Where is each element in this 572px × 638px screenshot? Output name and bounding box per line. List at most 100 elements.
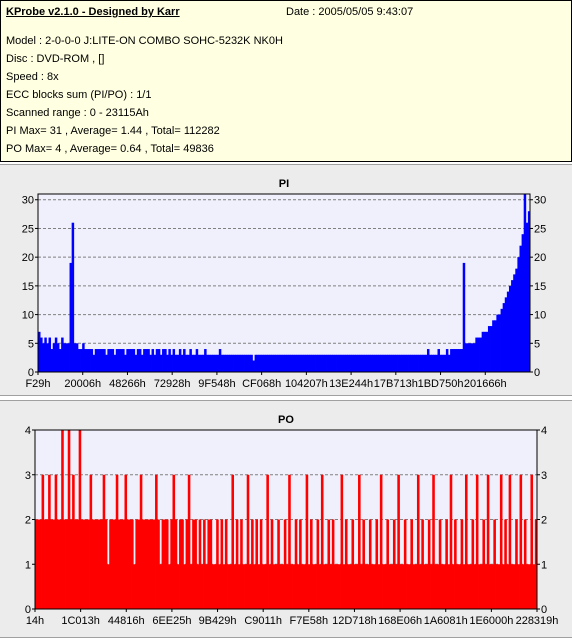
pi-bar bbox=[170, 354, 173, 372]
po-bar bbox=[510, 564, 514, 609]
po-bar bbox=[447, 564, 451, 609]
po-bar bbox=[371, 564, 374, 609]
pi-bar bbox=[258, 354, 262, 372]
pi-bar bbox=[490, 326, 493, 372]
po-bar bbox=[488, 564, 492, 609]
po-bar bbox=[456, 564, 459, 609]
pi-bar bbox=[180, 354, 184, 372]
pi-bar bbox=[214, 354, 218, 372]
po-bar bbox=[390, 564, 394, 609]
pi-bar bbox=[98, 349, 102, 372]
pi-bar bbox=[269, 354, 272, 372]
po-bar bbox=[131, 519, 134, 609]
pi-bar bbox=[450, 349, 453, 372]
po-bar bbox=[388, 564, 392, 609]
po-bar bbox=[61, 430, 64, 609]
pi-bar bbox=[162, 349, 165, 372]
po-bar bbox=[152, 519, 156, 609]
pi-bar bbox=[523, 194, 527, 372]
po-bar bbox=[310, 519, 313, 609]
po-bar bbox=[384, 564, 387, 609]
pi-ytick-right: 5 bbox=[534, 338, 540, 350]
pi-bar bbox=[191, 354, 194, 372]
po-bar bbox=[290, 564, 293, 609]
po-bar bbox=[454, 519, 457, 609]
pi-bar bbox=[44, 337, 47, 372]
po-bar bbox=[331, 519, 335, 609]
po-bar bbox=[181, 519, 184, 609]
po-bar bbox=[133, 564, 136, 609]
po-bar bbox=[362, 519, 365, 609]
po-bar bbox=[266, 474, 269, 609]
pi-bar bbox=[487, 326, 491, 372]
pi-bar bbox=[319, 354, 323, 372]
po-bar bbox=[253, 564, 256, 609]
po-bar bbox=[436, 564, 440, 609]
pi-bar bbox=[393, 354, 396, 372]
pi-bar bbox=[330, 354, 333, 372]
po-bar bbox=[325, 564, 328, 609]
pi-chart-title: PI bbox=[279, 178, 289, 190]
po-bar bbox=[401, 564, 405, 609]
pi-bar bbox=[382, 354, 386, 372]
po-bar bbox=[115, 474, 119, 609]
pi-bar bbox=[469, 343, 472, 372]
po-bar bbox=[218, 564, 221, 609]
po-bar bbox=[395, 564, 398, 609]
po-bar bbox=[506, 564, 510, 609]
pi-bar bbox=[326, 354, 329, 372]
pi-bar bbox=[313, 354, 316, 372]
pi-bar bbox=[101, 349, 104, 372]
po-xtick-label: 1C013h bbox=[61, 615, 100, 627]
pi-bar bbox=[65, 343, 68, 372]
po-plot-frame bbox=[34, 429, 538, 610]
pi-bar bbox=[405, 354, 409, 372]
pi-bar bbox=[376, 354, 380, 372]
po-bar bbox=[83, 519, 86, 609]
po-bar bbox=[237, 564, 241, 609]
po-chart-title: PO bbox=[278, 414, 294, 426]
pi-bar bbox=[305, 354, 308, 372]
po-bar bbox=[56, 519, 60, 609]
pi-bar bbox=[353, 354, 356, 372]
pi-ytick-left: 25 bbox=[22, 223, 34, 235]
po-ytick-left: 4 bbox=[25, 425, 31, 437]
pi-bar bbox=[513, 274, 516, 372]
model-line: Model : 2-0-0-0 J:LITE-ON COMBO SOHC-523… bbox=[6, 35, 283, 47]
po-bar bbox=[54, 474, 58, 609]
pi-ytick-right: 0 bbox=[534, 367, 540, 379]
pi-bar bbox=[185, 354, 188, 372]
po-bar bbox=[323, 564, 326, 609]
pi-bar bbox=[414, 354, 417, 372]
po-bar bbox=[128, 519, 132, 609]
po-bar bbox=[458, 564, 462, 609]
po-bar bbox=[205, 564, 208, 609]
pi-bar bbox=[256, 354, 260, 372]
pi-bar bbox=[164, 349, 167, 372]
pi-bar bbox=[408, 354, 411, 372]
po-bar bbox=[246, 474, 250, 609]
pi-bar bbox=[370, 354, 373, 372]
pi-bar bbox=[117, 349, 121, 372]
pi-bar bbox=[471, 343, 474, 372]
pi-bar bbox=[475, 337, 478, 372]
pi-bar bbox=[296, 354, 300, 372]
pi-bar bbox=[248, 354, 251, 372]
pi-bar bbox=[277, 354, 281, 372]
report-header: KProbe v2.1.0 - Designed by Karr Date : … bbox=[0, 0, 572, 162]
pi-bar bbox=[178, 349, 182, 372]
pi-bar bbox=[109, 349, 112, 372]
pi-xtick-label: 17B713h bbox=[374, 378, 418, 390]
po-bar bbox=[39, 519, 42, 609]
po-bar bbox=[292, 564, 296, 609]
pi-bar bbox=[378, 354, 382, 372]
pi-bar bbox=[498, 314, 501, 372]
pi-bar bbox=[59, 349, 62, 372]
po-bar bbox=[220, 519, 224, 609]
pi-bar bbox=[416, 354, 419, 372]
pi-bar bbox=[267, 354, 270, 372]
po-bar bbox=[294, 519, 298, 609]
po-bar bbox=[80, 519, 84, 609]
po-xtick-label: 14h bbox=[26, 615, 44, 627]
pi-bar bbox=[235, 354, 239, 372]
